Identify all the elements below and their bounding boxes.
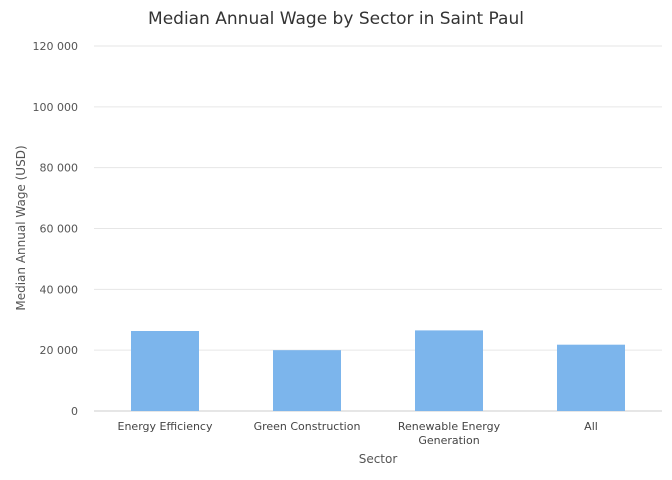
bar[interactable] bbox=[557, 344, 625, 411]
y-axis-ticks: 0 20 000 40 000 60 000 80 000 100 000 120 000 bbox=[33, 40, 79, 418]
x-axis-categories: Energy Efficiency Green Construction Renew… bbox=[118, 420, 598, 447]
chart-title: Median Annual Wage by Sector in Saint Pa… bbox=[148, 9, 524, 29]
x-category-label: Energy Efficiency bbox=[118, 420, 213, 433]
bars bbox=[131, 330, 625, 411]
bar[interactable] bbox=[273, 350, 341, 411]
y-tick-label: 100 000 bbox=[33, 101, 79, 114]
y-tick-label: 20 000 bbox=[40, 344, 79, 357]
y-axis-title: Median Annual Wage (USD) bbox=[14, 145, 28, 310]
y-tick-label: 120 000 bbox=[33, 40, 79, 53]
y-tick-label: 60 000 bbox=[40, 223, 79, 236]
y-tick-label: 80 000 bbox=[40, 162, 79, 175]
x-category-label: Green Construction bbox=[254, 420, 361, 433]
y-tick-label: 0 bbox=[71, 405, 78, 418]
y-tick-label: 40 000 bbox=[40, 283, 79, 296]
x-axis-title: Sector bbox=[359, 452, 398, 466]
x-category-label: All bbox=[584, 420, 598, 433]
x-category-label: Renewable Energy Generation bbox=[398, 420, 501, 447]
bar[interactable] bbox=[131, 331, 199, 411]
bar[interactable] bbox=[415, 330, 483, 411]
